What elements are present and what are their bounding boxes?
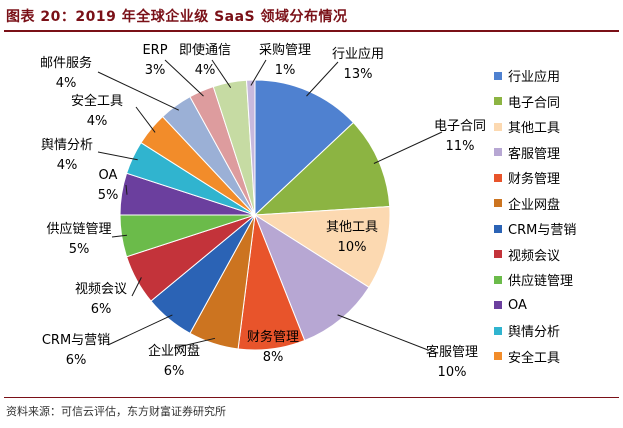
- slice-name-label: 行业应用: [332, 46, 384, 62]
- legend-swatch: [494, 199, 502, 208]
- legend-label: 舆情分析: [508, 325, 561, 341]
- legend-label: 安全工具: [508, 350, 561, 366]
- legend-item-其他工具: 其他工具: [494, 114, 576, 140]
- legend-label: 财务管理: [508, 172, 561, 188]
- leader-line-即使通信: [211, 59, 232, 88]
- legend-label: 电子合同: [508, 95, 561, 111]
- leader-line-OA: [125, 184, 128, 195]
- legend-swatch: [494, 275, 502, 284]
- legend-label: 企业网盘: [508, 197, 561, 213]
- legend-item-企业网盘: 企业网盘: [494, 191, 576, 217]
- slice-name-label: 采购管理: [259, 42, 311, 58]
- legend-item-CRM与营销: CRM与营销: [494, 216, 576, 242]
- slice-value-label: 6%: [164, 364, 185, 379]
- slice-name-label: OA: [99, 168, 118, 183]
- chart-legend: 行业应用电子合同其他工具客服管理财务管理企业网盘 CRM与营销 视频会议供应链管理 O…: [494, 63, 576, 369]
- slice-value-label: 5%: [98, 188, 119, 203]
- slice-value-label: 4%: [195, 63, 216, 78]
- title-rule: [4, 30, 619, 32]
- slice-name-label: 供应链管理: [46, 221, 111, 237]
- slice-name-label: CRM与营销: [42, 333, 110, 348]
- leader-line-安全工具: [135, 106, 156, 133]
- legend-label: CRM与营销: [508, 223, 577, 239]
- slice-name-label: 邮件服务: [40, 55, 92, 71]
- slice-name-label: 客服管理: [426, 344, 478, 360]
- leader-line-ERP: [164, 59, 204, 97]
- leader-line-行业应用: [306, 61, 339, 97]
- legend-item-行业应用: 行业应用: [494, 63, 576, 89]
- slice-value-label: 4%: [56, 76, 77, 91]
- legend-item-舆情分析: 舆情分析: [494, 318, 576, 344]
- legend-swatch: [494, 224, 502, 233]
- legend-label: 客服管理: [508, 146, 561, 162]
- slice-value-label: 10%: [438, 365, 467, 380]
- legend-item-OA: OA: [494, 293, 576, 319]
- slice-value-label: 8%: [263, 350, 284, 365]
- slice-value-label: 10%: [338, 240, 367, 255]
- slice-value-label: 6%: [91, 302, 112, 317]
- pie-slice-行业应用: [254, 79, 355, 217]
- slice-name-label: 其他工具: [326, 220, 378, 235]
- legend-label: 其他工具: [508, 121, 561, 137]
- legend-swatch: [494, 250, 502, 259]
- leader-line-视频会议: [131, 277, 142, 297]
- legend-swatch: [494, 301, 502, 310]
- slice-value-label: 13%: [344, 67, 373, 82]
- legend-label: 行业应用: [508, 70, 561, 86]
- slice-value-label: 1%: [275, 63, 296, 78]
- leader-line-供应链管理: [111, 234, 128, 238]
- legend-item-财务管理: 财务管理: [494, 165, 576, 191]
- legend-item-供应链管理: 供应链管理: [494, 267, 576, 293]
- figure-title: 图表 20：2019 年全球企业级 SaaS 领域分布情况: [6, 9, 348, 25]
- slice-value-label: 6%: [66, 353, 87, 368]
- legend-label: 供应链管理: [508, 274, 574, 290]
- slice-name-label: 即使通信: [179, 42, 231, 58]
- slice-name-label: 企业网盘: [148, 343, 200, 359]
- legend-swatch: [494, 122, 502, 131]
- legend-item-视频会议: 视频会议: [494, 242, 576, 268]
- leader-line-邮件服务: [97, 71, 180, 111]
- leader-line-客服管理: [337, 314, 429, 351]
- legend-swatch: [494, 173, 502, 182]
- legend-swatch: [494, 352, 502, 361]
- pie-slice-采购管理: [245, 79, 256, 216]
- pie-slice-其他工具: [253, 205, 391, 289]
- slice-name-label: 视频会议: [75, 282, 127, 297]
- slice-value-label: 4%: [57, 158, 78, 173]
- slice-value-label: 11%: [446, 139, 475, 154]
- legend-label: OA: [508, 297, 527, 313]
- slice-name-label: 安全工具: [71, 93, 123, 109]
- slice-name-label: 电子合同: [434, 119, 486, 134]
- slice-name-label: 财务管理: [247, 329, 299, 345]
- leader-line-舆情分析: [97, 151, 138, 161]
- legend-item-电子合同: 电子合同: [494, 89, 576, 115]
- leader-line-电子合同: [373, 131, 443, 164]
- legend-item-客服管理: 客服管理: [494, 140, 576, 166]
- slice-name-label: ERP: [142, 43, 167, 58]
- legend-label: 视频会议: [508, 248, 561, 264]
- legend-swatch: [494, 326, 502, 335]
- source-note: 资料来源：可信云评估，东方财富证券研究所: [6, 405, 226, 418]
- legend-swatch: [494, 148, 502, 157]
- legend-swatch: [494, 71, 502, 80]
- leader-line-企业网盘: [173, 337, 216, 349]
- source-rule: [4, 397, 619, 398]
- pie-slice-客服管理: [253, 213, 370, 342]
- slice-name-label: 舆情分析: [41, 138, 93, 153]
- leader-line-采购管理: [250, 59, 267, 86]
- slice-value-label: 5%: [69, 242, 90, 257]
- slice-value-label: 3%: [145, 63, 166, 78]
- legend-item-安全工具: 安全工具: [494, 344, 576, 370]
- slice-value-label: 4%: [87, 114, 108, 129]
- leader-line-CRM与营销: [107, 314, 173, 346]
- legend-swatch: [494, 97, 502, 106]
